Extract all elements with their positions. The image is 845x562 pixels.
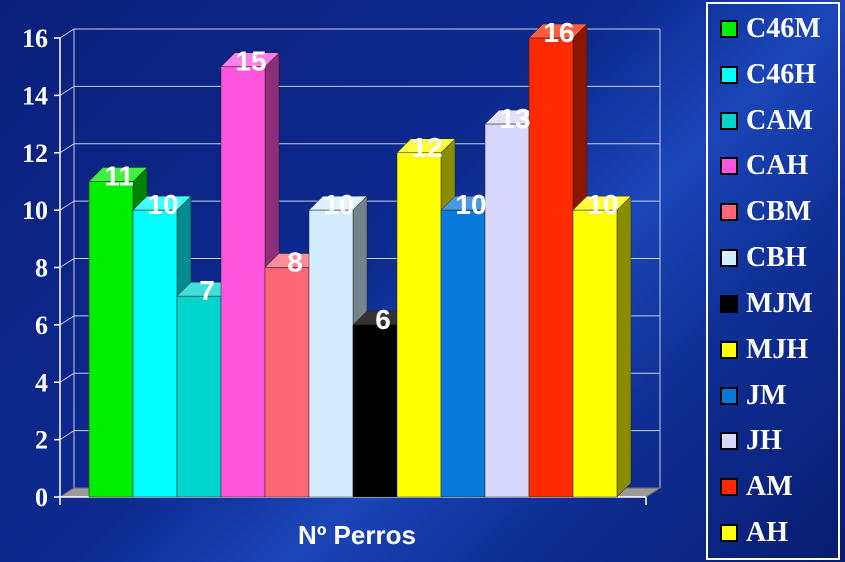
chart-legend: C46M C46H CAM CAH CBM CBH MJM MJH JM JH AM AH	[706, 2, 840, 560]
legend-label: C46H	[746, 58, 816, 90]
gridline-side	[59, 372, 75, 383]
legend-label: CAM	[746, 104, 813, 136]
y-tick-label: 10	[22, 196, 48, 225]
data-label-mjm: 6	[375, 304, 391, 335]
bar-front	[176, 295, 222, 498]
data-label-ah: 10	[587, 189, 618, 220]
legend-item-cbh: CBH	[720, 238, 838, 278]
legend-item-jh: JH	[720, 421, 838, 461]
legend-swatch	[720, 203, 738, 222]
legend-item-jm: JM	[720, 376, 838, 416]
bar-front	[396, 152, 442, 498]
gridline-side	[59, 200, 75, 211]
y-tick-label: 12	[22, 139, 48, 168]
gridline-side	[59, 28, 75, 39]
bar-ah	[572, 195, 632, 498]
data-label-c46h: 10	[147, 189, 178, 220]
legend-item-ah: AH	[720, 513, 838, 553]
bar-front	[132, 209, 178, 498]
x-axis-label: Nº Perros	[298, 520, 416, 550]
data-label-cah: 15	[235, 46, 266, 77]
legend-swatch	[720, 65, 738, 84]
y-tick-label: 6	[35, 311, 48, 340]
bar-front	[440, 209, 486, 498]
data-label-cam: 7	[199, 275, 215, 306]
y-tick-label: 2	[35, 426, 48, 455]
legend-label: CAH	[746, 150, 809, 182]
chart-bars	[88, 23, 632, 498]
legend-swatch	[720, 249, 738, 268]
legend-label: CBM	[746, 196, 812, 228]
legend-swatch	[720, 111, 738, 130]
legend-swatch	[720, 432, 738, 451]
legend-item-c46m: C46M	[720, 9, 838, 49]
legend-label: MJH	[746, 333, 809, 365]
legend-label: C46M	[746, 12, 821, 44]
legend-item-cbm: CBM	[720, 192, 838, 232]
legend-item-c46h: C46H	[720, 55, 838, 95]
legend-label: AM	[746, 471, 793, 503]
bar-front	[528, 37, 574, 498]
data-label-mjh: 12	[411, 132, 442, 163]
legend-item-am: AM	[720, 467, 838, 507]
y-tick-label: 8	[35, 254, 48, 283]
gridline-side	[59, 143, 75, 154]
gridline-side	[59, 430, 75, 441]
legend-swatch	[720, 524, 738, 543]
legend-item-mjh: MJH	[720, 330, 838, 370]
y-tick-label: 14	[22, 81, 48, 110]
legend-item-cah: CAH	[720, 146, 838, 186]
data-label-am: 16	[543, 17, 574, 48]
gridline-side	[59, 258, 75, 268]
legend-label: MJM	[746, 287, 813, 319]
y-axis-tick-labels: 0 2 4 6 8 10 12 14 16	[22, 24, 48, 512]
legend-label: AH	[746, 517, 788, 549]
y-tick-label: 4	[35, 368, 48, 397]
legend-label: CBH	[746, 242, 807, 274]
bar-front	[264, 267, 310, 498]
data-label-jm: 10	[455, 189, 486, 220]
bar-chart: 0 2 4 6 8 10 12 14 16 11 10 7 15 8 10 6 12 10 13 16 10 Nº P…	[22, 17, 662, 550]
data-label-jh: 13	[499, 103, 530, 134]
bar-front	[572, 209, 618, 498]
legend-label: JM	[746, 379, 787, 411]
gridline-side	[59, 85, 75, 96]
data-label-c46m: 11	[104, 160, 134, 191]
legend-swatch	[720, 478, 738, 497]
bar-front	[220, 66, 266, 498]
legend-swatch	[720, 294, 738, 313]
gridline-side	[59, 315, 75, 326]
bar-front	[484, 123, 530, 498]
bar-front	[308, 209, 354, 498]
data-label-cbm: 8	[287, 247, 303, 278]
legend-item-mjm: MJM	[720, 284, 838, 324]
y-tick-label: 0	[35, 483, 48, 512]
legend-item-cam: CAM	[720, 101, 838, 141]
legend-swatch	[720, 386, 738, 405]
bar-side	[616, 195, 632, 498]
legend-swatch	[720, 19, 738, 38]
bar-front	[88, 181, 134, 498]
bar-front	[352, 324, 398, 498]
data-label-cbh: 10	[323, 189, 354, 220]
legend-swatch	[720, 340, 738, 359]
legend-label: JH	[746, 425, 782, 457]
legend-swatch	[720, 157, 738, 176]
data-labels: 11 10 7 15 8 10 6 12 10 13 16 10	[104, 17, 618, 335]
y-tick-label: 16	[22, 24, 48, 53]
